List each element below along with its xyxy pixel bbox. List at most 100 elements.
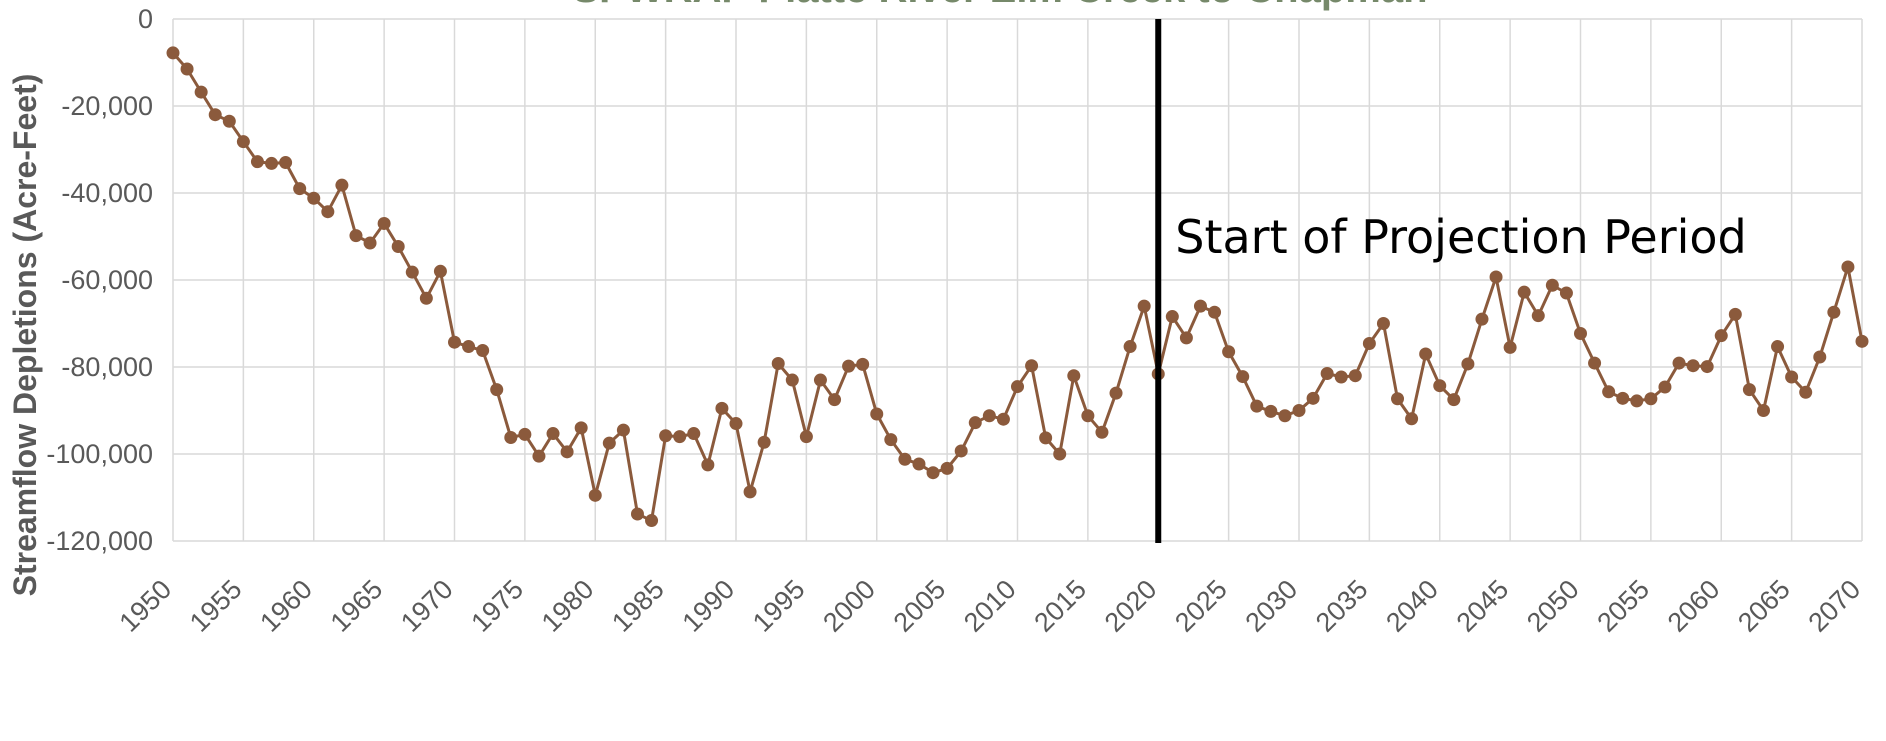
series-points xyxy=(166,46,1869,528)
data-point xyxy=(1278,409,1292,423)
y-tick-label: -100,000 xyxy=(46,439,153,469)
data-point xyxy=(1193,299,1207,313)
data-point xyxy=(1841,260,1855,274)
data-point xyxy=(898,452,912,466)
y-tick-label: -120,000 xyxy=(46,526,153,556)
data-point xyxy=(884,433,898,447)
data-point xyxy=(1348,369,1362,383)
data-point xyxy=(828,393,842,407)
y-tick-label: -40,000 xyxy=(61,178,153,208)
data-point xyxy=(1799,385,1813,399)
data-point xyxy=(307,191,321,205)
data-point xyxy=(504,430,518,444)
data-point xyxy=(1545,278,1559,292)
data-point xyxy=(1461,357,1475,371)
x-tick-label: 2015 xyxy=(1028,574,1092,638)
data-point xyxy=(1827,305,1841,319)
x-tick-label: 1980 xyxy=(536,574,600,638)
y-tick-label: -80,000 xyxy=(61,352,153,382)
data-point xyxy=(1813,350,1827,364)
data-point xyxy=(1292,404,1306,417)
data-point xyxy=(1616,391,1630,405)
data-point xyxy=(602,436,616,450)
data-point xyxy=(560,445,574,459)
data-point xyxy=(1714,329,1728,343)
x-tick-label: 2025 xyxy=(1169,574,1233,638)
data-point xyxy=(1250,399,1264,413)
data-point xyxy=(1489,270,1503,284)
data-point xyxy=(1039,431,1053,445)
x-tick-label: 1985 xyxy=(606,574,670,638)
data-point xyxy=(250,155,264,169)
data-point xyxy=(1855,334,1869,348)
data-point xyxy=(476,343,490,357)
data-point xyxy=(1165,310,1179,324)
data-point xyxy=(771,357,785,371)
data-point xyxy=(279,156,293,170)
data-point xyxy=(743,485,757,499)
data-point xyxy=(1771,340,1785,354)
data-point xyxy=(1137,299,1151,313)
data-point xyxy=(236,135,250,149)
data-point xyxy=(1405,412,1419,426)
data-point xyxy=(180,62,194,76)
data-point xyxy=(1067,369,1081,383)
x-tick-label: 2040 xyxy=(1380,574,1444,638)
data-point xyxy=(1306,391,1320,405)
x-tick-label: 1950 xyxy=(114,574,178,638)
x-tick-label: 2010 xyxy=(958,574,1022,638)
x-tick-label: 2070 xyxy=(1803,574,1867,638)
data-point xyxy=(1686,359,1700,373)
data-point xyxy=(1109,386,1123,400)
data-point xyxy=(448,335,461,349)
data-point xyxy=(546,427,560,441)
x-tick-label: 2055 xyxy=(1591,574,1655,638)
data-point xyxy=(1053,447,1067,461)
x-tick-label: 1960 xyxy=(254,574,318,638)
data-point xyxy=(1574,327,1587,341)
data-point xyxy=(1081,409,1095,423)
data-point xyxy=(645,514,659,528)
data-point xyxy=(194,85,208,99)
data-point xyxy=(1320,367,1334,381)
y-tick-label: -20,000 xyxy=(61,91,153,121)
data-point xyxy=(1700,360,1714,374)
grid xyxy=(172,18,1863,542)
x-tick-label: 1955 xyxy=(184,574,248,638)
chart-title: SPWRAP Platte River Elm Creek to Chapman xyxy=(572,0,1427,11)
data-point xyxy=(1559,286,1573,300)
data-point xyxy=(222,114,236,128)
data-point xyxy=(968,416,982,430)
y-tick-label: -60,000 xyxy=(61,265,153,295)
data-point xyxy=(912,457,926,471)
x-tick-label: 2045 xyxy=(1451,574,1515,638)
data-point xyxy=(630,507,644,521)
y-tick-label: 0 xyxy=(138,4,153,34)
data-point xyxy=(1208,305,1222,319)
data-point xyxy=(757,435,771,449)
data-point xyxy=(433,264,447,278)
data-point xyxy=(1362,337,1376,351)
projection-annotation: Start of Projection Period xyxy=(1175,210,1746,264)
data-point xyxy=(1728,307,1742,321)
data-point xyxy=(1095,425,1109,439)
data-point xyxy=(982,409,996,423)
y-axis: 0 -20,000 -40,000 -60,000 -80,000 -100,000 -12… xyxy=(46,4,153,556)
data-point xyxy=(1785,370,1799,384)
data-point xyxy=(1236,370,1250,384)
x-tick-label: 1995 xyxy=(747,574,811,638)
data-point xyxy=(377,216,391,230)
data-point xyxy=(1517,285,1531,299)
data-point xyxy=(996,412,1010,426)
x-tick-label: 1970 xyxy=(395,574,459,638)
data-point xyxy=(813,373,827,387)
data-point xyxy=(1264,404,1278,418)
data-point xyxy=(1475,312,1489,326)
data-point xyxy=(659,429,673,443)
data-point xyxy=(1531,309,1545,323)
data-point xyxy=(926,466,940,480)
data-point xyxy=(729,417,743,431)
data-point xyxy=(1658,380,1672,394)
data-point xyxy=(1447,393,1461,407)
